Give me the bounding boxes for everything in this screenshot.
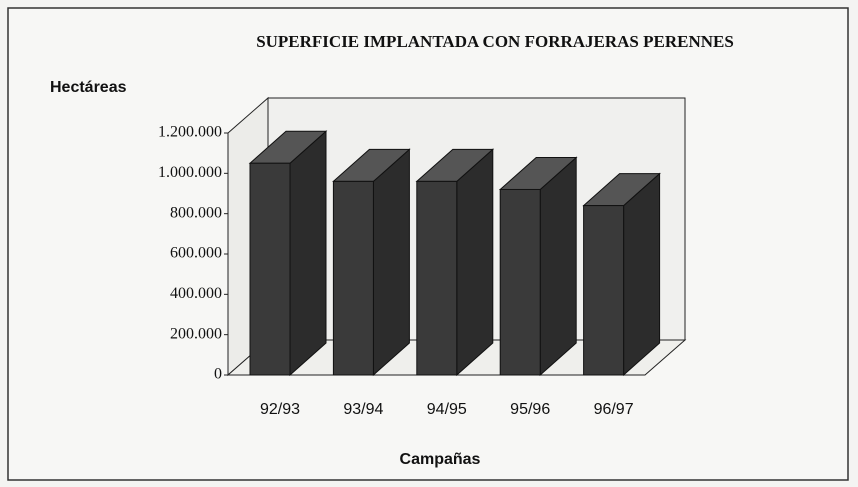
bar-side xyxy=(623,172,661,377)
bar-side xyxy=(372,148,410,377)
y-tick-label: 0 xyxy=(214,366,222,383)
bar xyxy=(416,180,458,376)
y-tick-label: 1.200.000 xyxy=(158,124,222,141)
bar xyxy=(249,162,291,376)
y-tick-label: 800.000 xyxy=(170,204,222,221)
bar-side xyxy=(539,156,577,377)
x-tick-label: 92/93 xyxy=(260,401,300,418)
bar xyxy=(332,180,374,376)
y-tick-label: 1.000.000 xyxy=(158,164,222,181)
x-axis-label: Campañas xyxy=(400,451,481,468)
x-tick-label: 96/97 xyxy=(594,401,634,418)
x-tick-label: 94/95 xyxy=(427,401,467,418)
x-tick-label: 93/94 xyxy=(343,401,383,418)
x-tick-label: 95/96 xyxy=(510,401,550,418)
bar-side xyxy=(289,130,327,377)
chart-title: SUPERFICIE IMPLANTADA CON FORRAJERAS PER… xyxy=(256,32,734,51)
y-tick-label: 200.000 xyxy=(170,325,222,342)
bar-side xyxy=(456,148,494,377)
y-tick-label: 400.000 xyxy=(170,285,222,302)
y-axis-label: Hectáreas xyxy=(50,79,127,96)
bar xyxy=(499,188,541,376)
bar xyxy=(583,205,625,376)
y-tick-label: 600.000 xyxy=(170,245,222,262)
